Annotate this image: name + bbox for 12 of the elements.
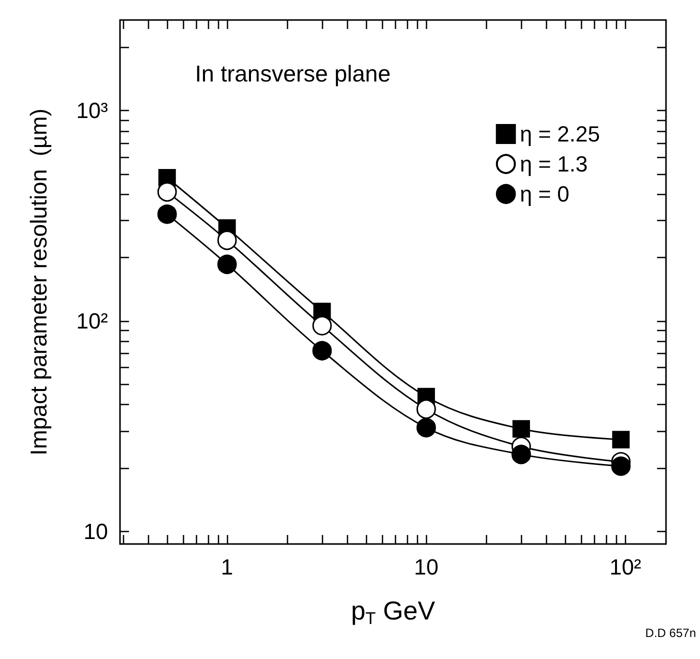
legend-label: η = 2.25 (520, 122, 600, 146)
y-tick-label: 10 (84, 518, 108, 544)
y-tick-label: 10³ (76, 98, 108, 124)
text: D.D 657n (645, 626, 696, 640)
annotation: In transverse plane (195, 60, 391, 86)
legend-label: η = 1.3 (520, 152, 588, 176)
x-tick-label: 10 (414, 554, 438, 580)
legend-label: η = 0 (520, 182, 570, 206)
y-axis-title: Impact parameter resolution (µm) (26, 108, 52, 456)
y-tick-label: 10² (76, 308, 108, 334)
x-tick-label: 10² (609, 554, 642, 580)
x-tick-label: 1 (220, 554, 234, 580)
